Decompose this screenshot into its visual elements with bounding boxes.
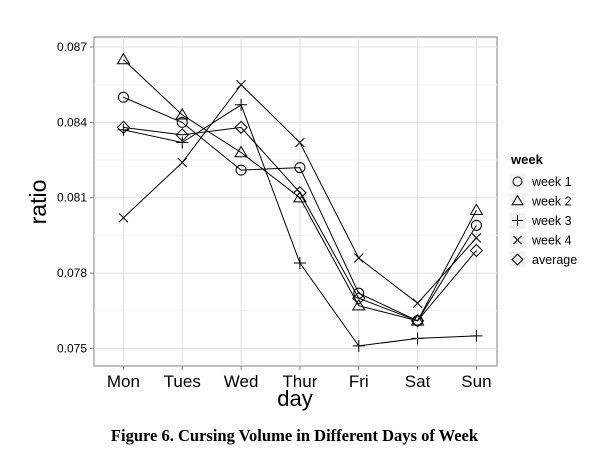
x-tick-label: Tues — [164, 372, 201, 391]
legend-label: week 1 — [531, 175, 572, 189]
data-point-week-1 — [176, 116, 188, 128]
data-point-week-2 — [469, 203, 484, 215]
data-point-week-3 — [352, 339, 365, 352]
data-point-week-4 — [236, 79, 246, 90]
x-axis-title: day — [277, 386, 312, 411]
legend-marker-week-2 — [511, 194, 524, 206]
data-point-average — [116, 120, 131, 135]
data-point-week-3 — [293, 257, 306, 270]
data-point-week-1 — [412, 315, 424, 327]
line-chart: 0.075 0.078 0.081 0.084 0.087 Mon Tues Wed Thur F… — [25, 36, 577, 411]
series — [116, 52, 484, 352]
legend-label: week 2 — [531, 195, 572, 209]
data-point-week-3 — [470, 329, 483, 342]
data-point-week-1 — [235, 164, 247, 176]
legend-marker-week-1 — [512, 176, 523, 187]
data-point-week-1 — [117, 91, 129, 103]
data-point-week-1 — [470, 219, 482, 231]
legend-label: week 4 — [531, 234, 572, 248]
y-tick-label: 0.078 — [57, 266, 87, 280]
data-point-week-2 — [116, 52, 131, 65]
series-line-average — [123, 126, 477, 322]
legend-title: week — [510, 152, 544, 167]
legend-label: average — [532, 253, 577, 267]
data-point-week-3 — [176, 136, 189, 149]
data-point-week-4 — [295, 137, 305, 148]
legend-marker-week-4 — [513, 235, 522, 245]
y-tick-label: 0.081 — [57, 191, 87, 205]
legend-marker-week-3 — [512, 215, 523, 226]
legend-key — [508, 250, 527, 269]
legend: week week 1 week 2 week 3 week 4 average — [508, 152, 577, 269]
legend-label: week 3 — [531, 214, 572, 228]
data-point-week-3 — [235, 98, 248, 111]
legend-marker-average — [511, 253, 524, 266]
legend-key — [508, 172, 527, 191]
data-point-week-4 — [177, 157, 188, 168]
y-tick-label: 0.084 — [57, 115, 87, 129]
data-point-week-4 — [353, 253, 364, 263]
data-point-week-2 — [175, 107, 190, 120]
data-point-week-3 — [411, 332, 424, 345]
data-point-average — [469, 243, 484, 258]
x-tick-label: Wed — [224, 372, 259, 391]
data-point-average — [175, 128, 189, 142]
series-average — [116, 120, 484, 328]
data-point-week-4 — [412, 298, 423, 309]
data-point-week-2 — [351, 298, 366, 311]
y-tick-label: 0.075 — [57, 341, 87, 355]
data-point-average — [234, 120, 248, 135]
data-point-week-2 — [234, 145, 248, 158]
data-point-average — [293, 186, 307, 200]
data-point-week-4 — [471, 233, 482, 243]
data-point-week-4 — [118, 212, 129, 223]
x-tick-label: Mon — [107, 372, 140, 391]
data-point-week-1 — [294, 162, 306, 174]
series-week-4 — [118, 79, 482, 309]
x-tick-label: Fri — [349, 372, 369, 391]
x-tick-label: Sat — [405, 372, 431, 391]
y-tick-label: 0.087 — [57, 40, 87, 54]
data-point-average — [352, 291, 366, 305]
x-tick-label: Sun — [461, 372, 491, 391]
y-axis-title: ratio — [25, 180, 51, 225]
data-point-average — [410, 314, 425, 328]
data-point-week-2 — [293, 190, 307, 203]
axes: 0.075 0.078 0.081 0.084 0.087 Mon Tues Wed Thur F… — [57, 40, 492, 391]
figure-caption: Figure 6. Cursing Volume in Different Da… — [110, 426, 479, 445]
x-tick-label: Thur — [282, 372, 317, 391]
